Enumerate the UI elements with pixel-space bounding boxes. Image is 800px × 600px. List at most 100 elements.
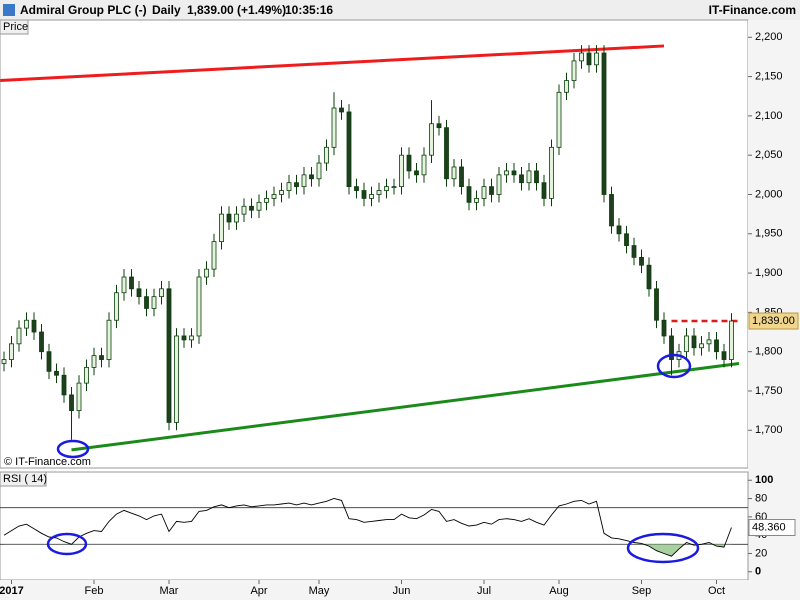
candle-body bbox=[129, 276, 134, 290]
last-price-label: 1,839.00 bbox=[752, 315, 795, 327]
header-time: 10:35:16 bbox=[285, 3, 333, 17]
candle-body bbox=[84, 366, 89, 384]
candle-body bbox=[331, 107, 337, 148]
header-last: 1,839.00 (+1.49%) bbox=[187, 3, 286, 17]
candle-body bbox=[541, 182, 547, 199]
candle-body bbox=[721, 351, 727, 360]
candle-body bbox=[286, 182, 292, 191]
plot-layer: 1,7001,7501,8001,8501,9001,9502,0002,050… bbox=[0, 31, 799, 597]
candle-body bbox=[466, 186, 472, 203]
x-tick-label: Aug bbox=[549, 585, 569, 597]
y-tick-label: 2,150 bbox=[755, 70, 783, 82]
candle-body bbox=[609, 194, 614, 227]
candle-body bbox=[234, 213, 239, 223]
candle-body bbox=[519, 174, 524, 184]
candle-body bbox=[444, 127, 449, 180]
candle-body bbox=[669, 335, 674, 360]
candle-body bbox=[189, 335, 194, 341]
candle-body bbox=[451, 166, 457, 180]
price-label: Price bbox=[3, 21, 28, 33]
candle-body bbox=[406, 154, 412, 172]
candle-body bbox=[264, 198, 269, 203]
candle-body bbox=[474, 198, 479, 203]
candle-body bbox=[504, 170, 509, 176]
y-tick-label: 1,800 bbox=[755, 346, 783, 358]
candle-body bbox=[564, 80, 569, 93]
candle-body bbox=[196, 276, 202, 337]
x-tick-label: Oct bbox=[708, 585, 725, 597]
y-tick-label: 1,900 bbox=[755, 267, 783, 279]
candle-body bbox=[714, 339, 719, 353]
candle-body bbox=[294, 182, 299, 188]
candle-body bbox=[256, 201, 262, 211]
candle-body bbox=[706, 339, 712, 345]
candle-body bbox=[1, 359, 7, 364]
candle-body bbox=[399, 154, 404, 188]
x-tick-label: Feb bbox=[85, 585, 104, 597]
candle-body bbox=[586, 52, 592, 66]
candle-body bbox=[249, 205, 254, 211]
candle-body bbox=[639, 256, 644, 266]
candle-body bbox=[339, 107, 344, 113]
candle-body bbox=[661, 319, 667, 337]
y-tick-label: 2,000 bbox=[755, 188, 783, 200]
header-period: Daily bbox=[152, 3, 181, 17]
x-tick-label: Mar bbox=[160, 585, 179, 597]
candle-body bbox=[9, 343, 14, 360]
candle-body bbox=[391, 186, 397, 189]
candle-body bbox=[166, 288, 172, 423]
rsi-panel bbox=[0, 471, 749, 581]
y-tick-label: 1,950 bbox=[755, 228, 783, 240]
price-panel bbox=[0, 19, 749, 469]
candle-body bbox=[61, 374, 67, 396]
candle-body bbox=[624, 233, 629, 246]
candle-body bbox=[526, 170, 532, 184]
candle-body bbox=[106, 319, 112, 360]
y-tick-label: 1,700 bbox=[755, 424, 783, 436]
circle-annotation bbox=[656, 353, 692, 379]
candle-body bbox=[174, 335, 179, 423]
price-label-box bbox=[0, 19, 29, 35]
rsi-title: RSI ( 14) bbox=[3, 473, 47, 485]
rsi-label-box bbox=[0, 471, 47, 487]
candle-body bbox=[181, 335, 187, 341]
candle-body bbox=[136, 288, 142, 298]
candle-body bbox=[211, 241, 217, 270]
candle-body bbox=[316, 162, 322, 180]
trendline bbox=[71, 361, 740, 452]
circle-annotation bbox=[56, 439, 90, 459]
candle-body bbox=[534, 170, 539, 184]
candle-body bbox=[631, 245, 637, 258]
candle-body bbox=[114, 292, 119, 321]
candle-body bbox=[16, 327, 22, 345]
candle-body bbox=[549, 146, 554, 199]
candle-body bbox=[69, 394, 74, 412]
candle-body bbox=[226, 213, 232, 223]
candle-body bbox=[361, 190, 367, 199]
x-axis-strip bbox=[0, 580, 800, 600]
candle-body bbox=[729, 320, 734, 360]
candle-body bbox=[594, 52, 599, 66]
candle-body bbox=[91, 355, 97, 368]
y-tick-label: 2,100 bbox=[755, 110, 783, 122]
candle-body bbox=[376, 190, 382, 195]
y-tick-label: 80 bbox=[755, 492, 767, 504]
candle-body bbox=[654, 288, 659, 321]
candle-body bbox=[151, 296, 157, 309]
header-title: Admiral Group PLC (-) bbox=[20, 3, 147, 17]
y-tick-label: 2,200 bbox=[755, 31, 783, 43]
candle-body bbox=[54, 370, 59, 376]
circle-annotation bbox=[626, 532, 700, 564]
candle-body bbox=[459, 166, 464, 188]
candle-body bbox=[99, 355, 104, 360]
y-tick-label: 1,750 bbox=[755, 385, 783, 397]
x-tick-label: 2017 bbox=[0, 585, 24, 597]
x-tick-label: Jul bbox=[477, 585, 491, 597]
candle-body bbox=[481, 186, 487, 199]
candle-body bbox=[271, 194, 277, 199]
candle-body bbox=[646, 264, 652, 290]
candle-body bbox=[691, 335, 697, 349]
candle-body bbox=[31, 319, 37, 333]
candle-body bbox=[489, 186, 494, 195]
